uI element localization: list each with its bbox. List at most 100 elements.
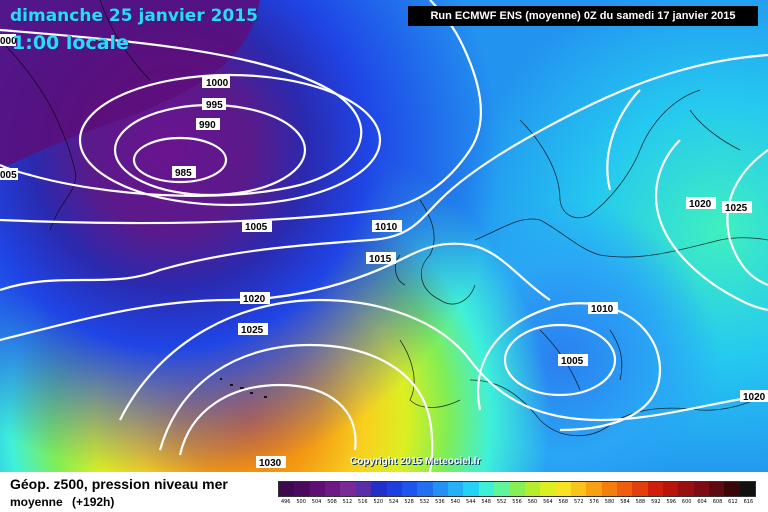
legend-swatch [371, 482, 387, 496]
legend-swatch [279, 482, 295, 496]
label-1020-east: 1020 [689, 199, 712, 210]
legend-swatch [494, 482, 510, 496]
label-1020-southeast: 1020 [743, 392, 766, 403]
legend-swatch [662, 482, 679, 496]
label-1030: 1030 [259, 458, 282, 469]
legend-swatch [739, 482, 756, 496]
label-1005-east: 1005 [561, 356, 584, 367]
legend-tick-label: 580 [604, 499, 615, 505]
isobar-1000 [0, 28, 363, 197]
legend-tick-label: 592 [651, 499, 661, 505]
legend-tick-label: 596 [666, 499, 677, 505]
map-footer: Géop. z500, pression niveau mer moyenne … [0, 472, 768, 512]
legend-swatch [540, 482, 556, 496]
label-1020: 1020 [243, 294, 266, 305]
legend-swatch [678, 482, 694, 496]
forecast-map: 1000 995 990 985 1005 1010 1015 1020 102… [0, 0, 768, 472]
legend-swatch [693, 482, 710, 496]
legend-swatch [386, 482, 402, 496]
product-label: moyenne [10, 495, 63, 509]
isobar-1030 [178, 383, 357, 456]
legend-swatch [417, 482, 433, 496]
legend-swatch [555, 482, 571, 496]
legend-swatch [570, 482, 587, 496]
legend-swatch [325, 482, 341, 496]
legend-tick-label: 588 [635, 499, 646, 505]
isobar-1010-east [477, 302, 662, 432]
legend-swatch [524, 482, 541, 496]
isobar-labels: 1000 995 990 985 1005 1010 1015 1020 102… [0, 34, 768, 469]
legend-tick-label: 520 [373, 499, 384, 505]
legend-swatch [463, 482, 479, 496]
isobars [0, 0, 768, 472]
label-1010: 1010 [375, 222, 398, 233]
legend-swatch [432, 482, 448, 496]
legend-tick-label: 584 [620, 499, 630, 505]
legend-swatch [340, 482, 356, 496]
field-north-low [0, 0, 260, 170]
isobar-985 [132, 136, 228, 184]
forecast-date: dimanche 25 janvier 2015 [10, 6, 258, 26]
legend-tick-label: 608 [712, 499, 723, 505]
label-1005: 1005 [245, 222, 268, 233]
model-run-info: Run ECMWF ENS (moyenne) 0Z du samedi 17 … [408, 6, 758, 26]
legend-tick-label: 528 [404, 499, 414, 505]
legend-tick-label: 560 [527, 499, 538, 505]
legend-swatch [724, 482, 740, 496]
isobar-1015 [0, 242, 551, 342]
label-1015: 1015 [369, 254, 392, 265]
label-1025: 1025 [241, 325, 264, 336]
legend-swatch [509, 482, 525, 496]
legend-tick-label: 524 [388, 499, 399, 505]
legend-swatch [447, 482, 464, 496]
legend-swatch [478, 482, 495, 496]
label-1010-east: 1010 [591, 304, 614, 315]
legend-tick-label: 572 [573, 499, 584, 505]
copyright-text: Copyright 2015 Meteociel.fr [350, 456, 481, 467]
pressure-map-canvas: 1000 995 990 985 1005 1010 1015 1020 102… [0, 0, 768, 472]
legend-tick-label: 512 [342, 499, 353, 505]
label-985: 985 [175, 168, 192, 179]
isobar-1010 [0, 53, 768, 292]
map-parameter-title: Géop. z500, pression niveau mer [10, 476, 228, 492]
legend-tick-label: 532 [419, 499, 430, 505]
coastlines [0, 0, 768, 437]
isobar-995 [78, 73, 382, 207]
label-000-edge: 000 [0, 36, 17, 47]
legend-tick-label: 600 [681, 499, 692, 505]
label-1025-east: 1025 [725, 203, 748, 214]
legend-tick-label: 604 [697, 499, 707, 505]
isobar-1025-east [726, 149, 768, 287]
legend-tick-label: 576 [589, 499, 599, 505]
legend-tick-label: 568 [558, 499, 569, 505]
color-legend: 496 500 504 508 512 516 520 524 528 532 536 540 544 5… [278, 481, 756, 507]
legend-swatch [401, 482, 418, 496]
legend-swatch [616, 482, 633, 496]
legend-swatch [294, 482, 310, 496]
legend-tick-label: 616 [743, 499, 754, 505]
label-005-edge: 005 [0, 170, 17, 181]
isobar-1025 [158, 343, 434, 472]
legend-tick-label: 548 [481, 499, 491, 505]
lead-time-label: (+192h) [72, 495, 115, 509]
isobar-1005-east [503, 323, 617, 397]
legend-tick-label: 564 [543, 499, 553, 505]
legend-ticks: 496 500 504 508 512 516 520 524 528 532 536 540 544 5… [278, 497, 756, 507]
label-990: 990 [199, 120, 216, 131]
map-parameter-subtitle: moyenne (+192h) [10, 495, 120, 509]
legend-swatches [278, 481, 756, 497]
label-995: 995 [206, 100, 223, 111]
islands [220, 378, 267, 398]
label-1000: 1000 [206, 78, 229, 89]
isobar-1005 [0, 0, 482, 225]
legend-tick-label: 496 [280, 499, 291, 505]
legend-tick-label: 556 [512, 499, 522, 505]
isobar-1020-east [655, 139, 768, 312]
legend-tick-label: 536 [435, 499, 445, 505]
legend-tick-label: 552 [496, 499, 507, 505]
legend-tick-label: 504 [311, 499, 322, 505]
legend-tick-label: 540 [450, 499, 461, 505]
legend-swatch [709, 482, 725, 496]
legend-swatch [309, 482, 326, 496]
legend-tick-label: 516 [358, 499, 368, 505]
